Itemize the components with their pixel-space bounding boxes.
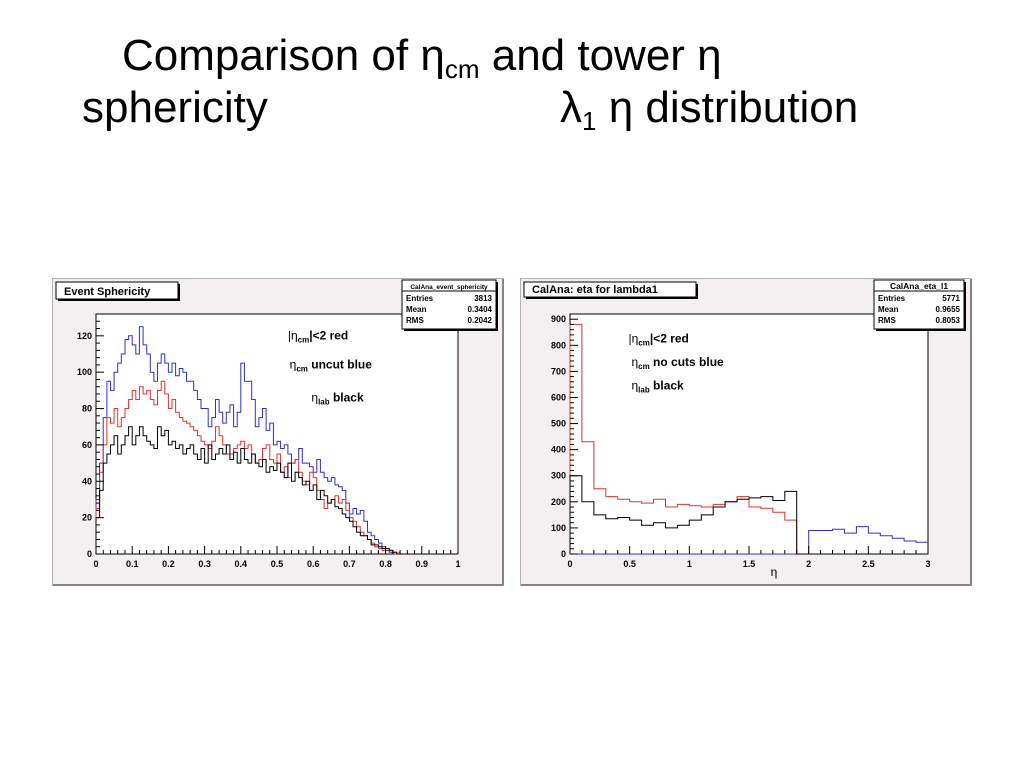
title-sphericity: sphericity — [82, 83, 268, 132]
y-tick-label: 700 — [551, 366, 566, 376]
annotation-eta: |η — [628, 332, 638, 346]
x-tick-label: 3 — [925, 559, 930, 569]
annotation-text: black — [650, 379, 684, 393]
title-box — [523, 281, 697, 298]
y-tick-label: 800 — [551, 340, 566, 350]
stats-value: 0.2042 — [468, 316, 493, 325]
x-tick-label: 2.5 — [862, 559, 875, 569]
y-tick-label: 80 — [82, 404, 92, 414]
chart-title: Event Sphericity — [64, 286, 151, 298]
stats-box — [401, 279, 497, 330]
title-line-2: sphericity λ1 η distribution — [0, 82, 1024, 134]
title-part: η distribution — [596, 83, 859, 132]
x-tick-label: 0.4 — [235, 559, 248, 569]
x-tick-label: 0.2 — [162, 559, 175, 569]
y-tick-label: 100 — [551, 523, 566, 533]
title-subscript: 1 — [582, 106, 597, 136]
plot-area — [95, 313, 459, 555]
annotation-text: uncut blue — [308, 358, 372, 372]
stats-value: 0.3404 — [468, 305, 493, 314]
annotation-eta: η — [631, 379, 638, 393]
x-tick-label: 0.9 — [416, 559, 429, 569]
histogram-series-2 — [569, 475, 928, 555]
x-tick-label: 1.5 — [743, 559, 756, 569]
x-tick-label: 0.5 — [271, 559, 284, 569]
x-tick-label: 0.5 — [623, 559, 636, 569]
stats-label: Mean — [406, 305, 427, 314]
x-tick-label: 0.7 — [343, 559, 356, 569]
stats-label: Entries — [406, 294, 434, 303]
y-tick-label: 200 — [551, 497, 566, 507]
annotation-eta: |η — [288, 328, 298, 342]
title-subscript: cm — [444, 54, 480, 84]
title-box — [55, 281, 179, 300]
annotation-eta: η — [311, 390, 318, 404]
plot-annotation: ηcm uncut blue — [290, 358, 373, 374]
stats-value: 0.9655 — [936, 305, 961, 314]
histogram-series-2 — [95, 426, 422, 555]
annotation-text: no cuts blue — [650, 355, 724, 369]
plot-annotation: |ηcm|<2 red — [628, 332, 688, 348]
histogram-series-0 — [95, 326, 422, 555]
y-tick-label: 400 — [551, 445, 566, 455]
stats-box — [873, 279, 965, 330]
plot-area — [569, 313, 929, 555]
y-tick-label: 60 — [82, 440, 92, 450]
stats-label: Mean — [878, 305, 899, 314]
annotation-subscript: cm — [298, 335, 310, 344]
x-tick-label: 0.8 — [379, 559, 392, 569]
plot-annotation: ηlab black — [631, 379, 684, 395]
annotation-eta: η — [631, 355, 638, 369]
x-tick-label: 0.6 — [307, 559, 320, 569]
x-tick-label: 0.1 — [126, 559, 139, 569]
x-tick-label: 1 — [687, 559, 692, 569]
y-tick-label: 20 — [82, 513, 92, 523]
annotation-subscript: cm — [296, 365, 308, 374]
eta-lambda1-chart: 0 0.5 1 1.5 2 2.5 3 0 100 200 300 400 500 600 700 800 90… — [520, 278, 972, 586]
stats-name: CalAna_eta_l1 — [890, 281, 948, 291]
plot-annotation: |ηcm|<2 red — [288, 328, 348, 344]
slide-title: Comparison of ηcm and tower η sphericity… — [0, 30, 1024, 134]
stats-value: 5771 — [942, 294, 960, 303]
y-tick-label: 0 — [87, 549, 92, 559]
x-tick-label: 1 — [455, 559, 460, 569]
stats-name: CalAna_event_sphericity — [410, 284, 488, 291]
x-tick-label: 2 — [806, 559, 811, 569]
plot-annotation: ηcm no cuts blue — [631, 355, 724, 371]
chart-title: CalAna: eta for lambda1 — [532, 284, 658, 296]
stats-label: Entries — [878, 294, 906, 303]
title-line-1: Comparison of ηcm and tower η — [0, 30, 1024, 82]
stats-value: 0.8053 — [936, 316, 961, 325]
y-tick-label: 900 — [551, 314, 566, 324]
annotation-subscript: cm — [638, 339, 650, 348]
stats-label: RMS — [406, 316, 424, 325]
sphericity-chart: 0 0.1 0.2 0.3 0.4 0.5 0.6 0.7 0.8 0.9 1 0 20 40 60 80 10… — [52, 278, 504, 586]
stats-label: RMS — [878, 316, 896, 325]
y-tick-label: 40 — [82, 476, 92, 486]
y-tick-label: 0 — [561, 549, 566, 559]
annotation-text: black — [330, 390, 364, 404]
x-tick-label: 0 — [93, 559, 98, 569]
histogram-series-1 — [95, 380, 422, 555]
stats-value: 3813 — [474, 294, 492, 303]
annotation-subscript: lab — [318, 397, 330, 406]
title-part: and tower η — [479, 31, 722, 80]
annotation-subscript: lab — [638, 386, 650, 395]
y-tick-label: 100 — [77, 367, 92, 377]
title-part: Comparison of η — [122, 31, 445, 80]
y-tick-label: 300 — [551, 471, 566, 481]
x-axis-label: η — [771, 565, 778, 579]
y-tick-label: 120 — [77, 331, 92, 341]
annotation-text: |<2 red — [309, 328, 348, 342]
annotation-text: |<2 red — [650, 332, 689, 346]
title-part: λ — [560, 83, 582, 132]
y-tick-label: 500 — [551, 419, 566, 429]
y-tick-label: 600 — [551, 392, 566, 402]
x-tick-label: 0 — [567, 559, 572, 569]
annotation-eta: η — [290, 358, 297, 372]
plot-annotation: ηlab black — [311, 390, 364, 406]
annotation-subscript: cm — [638, 362, 650, 371]
x-tick-label: 0.3 — [198, 559, 211, 569]
